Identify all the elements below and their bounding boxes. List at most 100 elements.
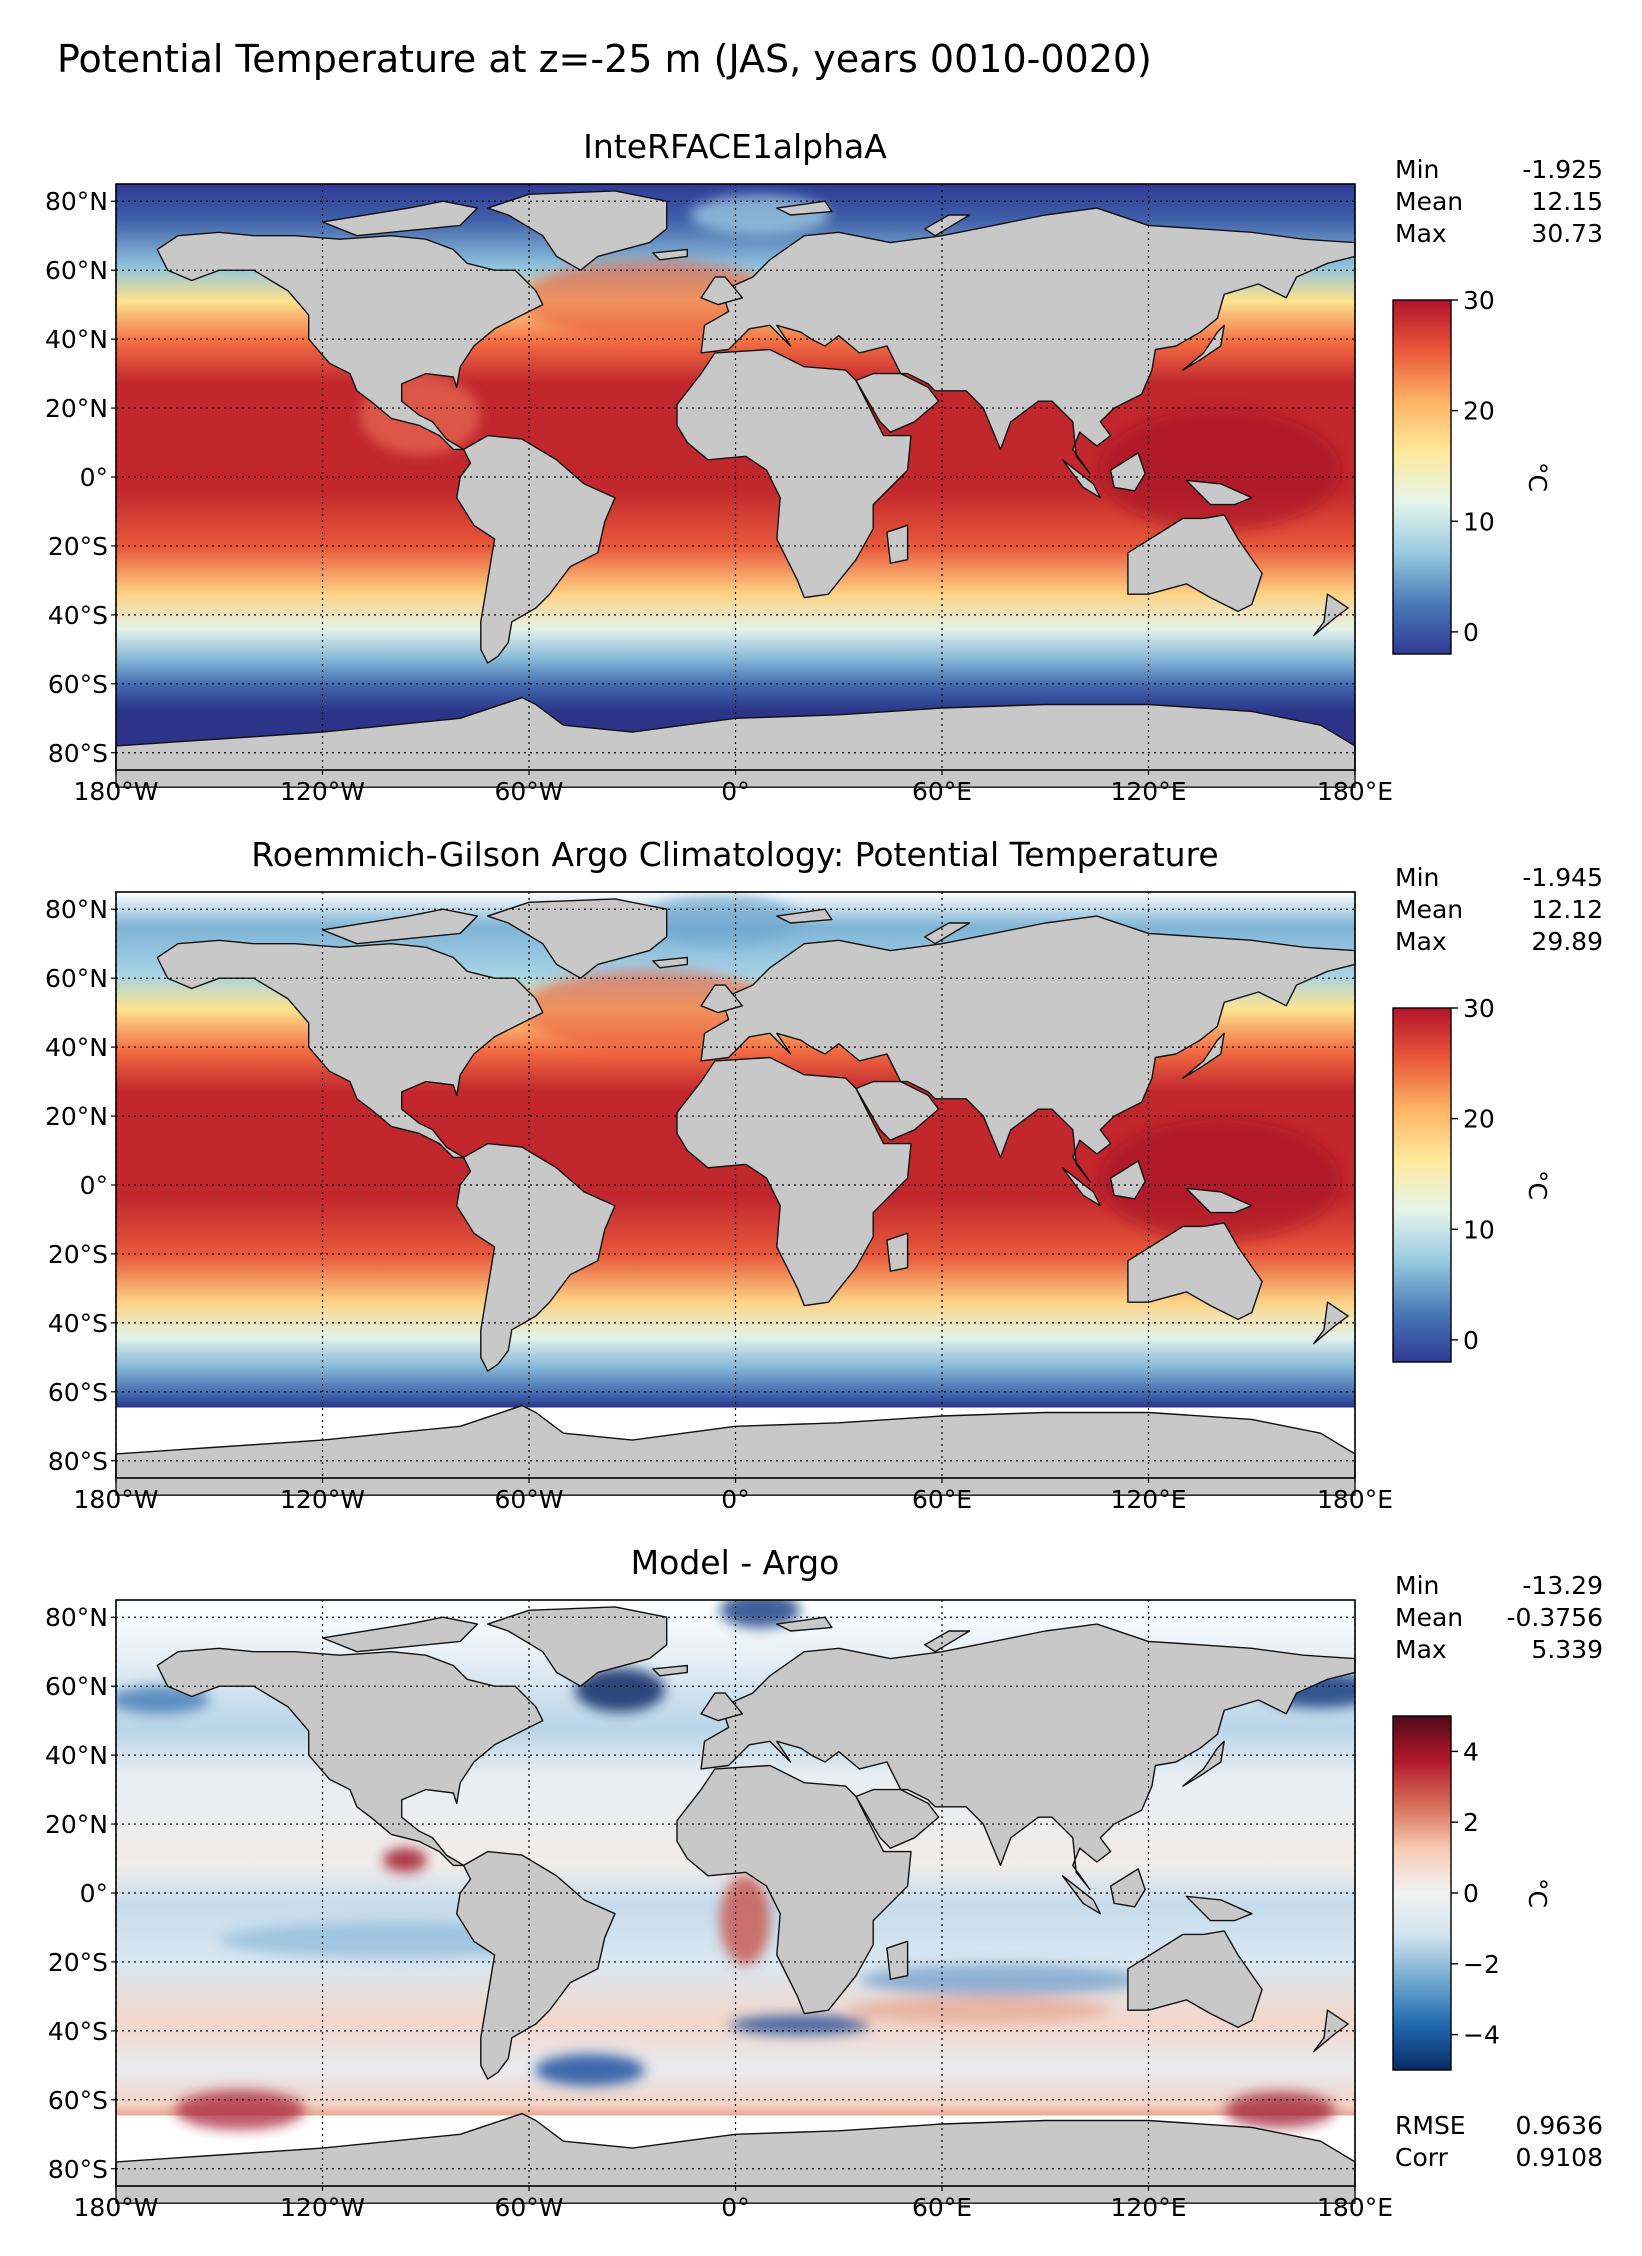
lat-tick-label: 0° — [80, 1171, 108, 1200]
lon-tick-label: 60°E — [912, 777, 972, 806]
stat-label: Mean — [1395, 895, 1463, 924]
land-mass — [676, 1764, 912, 2015]
land-mass — [1313, 593, 1349, 637]
lon-tick-label: 180°E — [1317, 2193, 1393, 2222]
panel-model: InteRFACE1alphaA 80°N 60°N 40°N 20°N 0° 20°S 4… — [45, 127, 1393, 806]
lat-tick-label: 60°S — [48, 670, 108, 699]
lon-tick-label: 60°W — [494, 2193, 563, 2222]
land-mass — [487, 1606, 668, 1687]
stat-label: Max — [1395, 1635, 1447, 1664]
lon-tick-label: 120°W — [280, 2193, 365, 2222]
land-masses — [115, 190, 1356, 788]
stats-difference: Min -13.29 Mean -0.3756 Max 5.339 RMSE 0… — [1395, 1571, 1603, 2172]
land-mass — [321, 908, 479, 945]
lat-tick-label: 60°S — [48, 1378, 108, 1407]
stat-value: 12.12 — [1531, 895, 1603, 924]
lat-tick-label: 60°S — [48, 2086, 108, 2115]
stats-argo: Min -1.945 Mean 12.12 Max 29.89 — [1395, 863, 1603, 956]
land-mass — [1185, 1895, 1253, 1922]
colorbar-tick-label: 10 — [1463, 1215, 1495, 1244]
lat-tick-label: 20°N — [45, 394, 108, 423]
lon-tick-label: 60°W — [494, 777, 563, 806]
stat-label: Min — [1395, 863, 1439, 892]
stat-value: -1.925 — [1522, 155, 1603, 184]
land-mass — [652, 1664, 688, 1677]
land-mass — [1061, 1167, 1101, 1207]
land-mass — [700, 984, 744, 1014]
land-mass — [456, 1142, 616, 1372]
land-mass — [456, 1850, 616, 2080]
lon-tick-label: 60°E — [912, 1485, 972, 1514]
land-mass — [700, 207, 1356, 475]
land-mass — [676, 348, 912, 599]
colorbar-tick-label: 0 — [1463, 618, 1479, 647]
lon-tick-label: 60°W — [494, 1485, 563, 1514]
land-mass — [487, 190, 668, 271]
land-mass — [924, 1630, 971, 1653]
lat-tick-label: 20°N — [45, 1102, 108, 1131]
land-masses — [115, 898, 1356, 1496]
lat-tick-label: 60°N — [45, 1672, 108, 1701]
land-mass — [700, 1623, 1356, 1891]
colorbar-tick-label: −2 — [1463, 1950, 1500, 1979]
lat-tick-label: 20°S — [48, 1240, 108, 1269]
stat-label: Max — [1395, 927, 1447, 956]
lat-tick-label: 0° — [80, 1879, 108, 1908]
lon-tick-labels: 180°W 120°W 60°W 0° 60°E 120°E 180°E — [74, 1478, 1393, 1514]
panel-title: InteRFACE1alphaA — [583, 127, 887, 166]
land-mass — [1313, 2009, 1349, 2053]
lon-tick-label: 120°W — [280, 1485, 365, 1514]
land-mass — [1182, 324, 1225, 371]
colorbar-difference: −4 −2 0 2 4 °C — [1392, 1715, 1552, 2071]
colorbar-tick-label: 20 — [1463, 1105, 1495, 1134]
land-mass — [1313, 1301, 1349, 1345]
lat-tick-label: 80°N — [45, 187, 108, 216]
stat-value: 0.9108 — [1516, 2143, 1603, 2172]
land-mass — [1127, 1222, 1263, 1321]
colorbar-tick-label: 0 — [1463, 1326, 1479, 1355]
colorbar-tick-label: 0 — [1463, 1879, 1479, 1908]
land-mass — [886, 1232, 909, 1272]
land-mass — [1127, 514, 1263, 613]
lat-tick-labels: 80°N 60°N 40°N 20°N 0° 20°S 40°S 60°S 80°S — [45, 895, 116, 1476]
land-mass — [776, 1616, 833, 1632]
lon-tick-label: 120°E — [1110, 1485, 1186, 1514]
land-mass — [855, 372, 940, 433]
lat-tick-label: 60°N — [45, 256, 108, 285]
stat-label: RMSE — [1395, 2111, 1466, 2140]
colorbar-label: °C — [1523, 1170, 1552, 1200]
land-mass — [855, 1080, 940, 1141]
lat-tick-label: 80°S — [48, 739, 108, 768]
lat-tick-label: 20°N — [45, 1810, 108, 1839]
land-mass — [1185, 1187, 1253, 1214]
lat-tick-label: 80°S — [48, 1447, 108, 1476]
stat-value: 5.339 — [1531, 1635, 1603, 1664]
colorbar-tick-label: 10 — [1463, 507, 1495, 536]
land-mass — [1061, 459, 1101, 499]
stat-value: -13.29 — [1522, 1571, 1603, 1600]
land-mass — [487, 898, 668, 979]
land-mass — [1109, 1160, 1146, 1200]
stat-label: Corr — [1395, 2143, 1449, 2172]
stat-value: -0.3756 — [1507, 1603, 1604, 1632]
land-mass — [1109, 1868, 1146, 1908]
lat-tick-labels: 80°N 60°N 40°N 20°N 0° 20°S 40°S 60°S 80°S — [45, 187, 116, 768]
colorbar-tick-label: 30 — [1463, 994, 1495, 1023]
colorbar-ramp — [1392, 1007, 1452, 1363]
land-mass — [1061, 1875, 1101, 1915]
land-mass — [855, 1788, 940, 1849]
land-mass — [1127, 1930, 1263, 2029]
lon-tick-label: 120°E — [1110, 777, 1186, 806]
colorbar-tick-label: 20 — [1463, 397, 1495, 426]
lon-tick-labels: 180°W 120°W 60°W 0° 60°E 120°E 180°E — [74, 2186, 1393, 2222]
lat-tick-label: 20°S — [48, 1948, 108, 1977]
lon-tick-label: 120°W — [280, 777, 365, 806]
lon-tick-label: 180°W — [74, 1485, 159, 1514]
land-mass — [776, 200, 833, 216]
colorbar-tick-label: 30 — [1463, 286, 1495, 315]
lat-tick-label: 40°S — [48, 601, 108, 630]
stat-value: 30.73 — [1531, 219, 1603, 248]
lat-tick-label: 80°S — [48, 2155, 108, 2184]
lon-tick-label: 0° — [721, 2193, 749, 2222]
lon-tick-label: 180°E — [1317, 777, 1393, 806]
